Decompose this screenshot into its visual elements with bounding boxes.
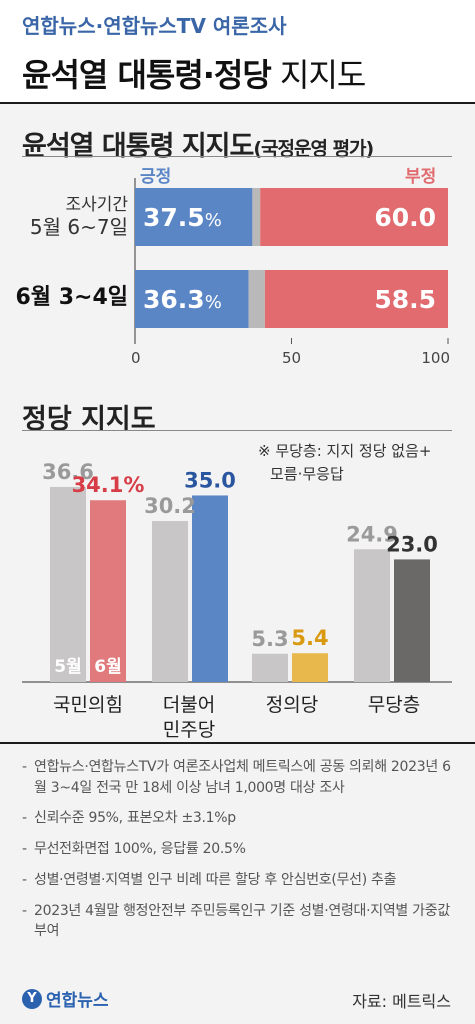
bar-may: [50, 486, 86, 682]
bar-segment: [135, 188, 253, 246]
bar-june: [90, 500, 126, 682]
tick-label: 0: [131, 349, 141, 367]
logo-mark: Y: [22, 988, 42, 1009]
approval-subtitle: (국정운영 평가): [253, 138, 374, 160]
month-label-may: 5월: [54, 657, 81, 677]
note-item: 연합뉴스·연합뉴스TV가 여론조사업체 메트릭스에 공동 의뢰해 2023년 6…: [22, 757, 454, 798]
month-label-june: 6월: [94, 657, 121, 677]
bar-value-label: 37.5%: [143, 203, 222, 232]
may-period: 5월 6~7일: [29, 214, 128, 239]
positive-legend: 긍정: [140, 167, 172, 187]
bar-value-label: 58.5: [374, 285, 436, 314]
section2-divider: [22, 430, 452, 431]
bar-may: [354, 549, 390, 682]
bar-june: [394, 559, 430, 682]
note-line-1: ※ 무당층: 지지 정당 없음+: [258, 442, 432, 460]
logo-text: 연합뉴스: [46, 991, 109, 1011]
survey-period-caption: 조사기간: [65, 195, 128, 215]
party-label-justice: 정의당: [265, 694, 319, 716]
bar-may: [152, 521, 188, 682]
bar-segment: [264, 270, 448, 328]
bar-june: [292, 653, 328, 682]
methodology-notes: 연합뉴스·연합뉴스TV가 여론조사업체 메트릭스에 공동 의뢰해 2023년 6…: [22, 757, 454, 952]
party-label-independent: 무당층: [367, 694, 421, 716]
party-label-ppp: 국민의힘: [53, 694, 123, 716]
yonhap-logo: Y 연합뉴스: [22, 986, 109, 1011]
row-label-may: 조사기간 5월 6~7일: [0, 195, 128, 239]
bar-segment: [252, 188, 261, 246]
note-item: 2023년 4월말 행정안전부 주민등록인구 기준 성별·연령대·지역별 가중값…: [22, 901, 454, 942]
row-label-june: 6월 3~4일: [15, 285, 129, 310]
approval-bar-chart: 37.5% 60.0 36.3% 58.5 0 50 100: [131, 178, 450, 367]
note-line-2: 모름·무응답: [270, 465, 344, 484]
tick-label: 50: [282, 349, 301, 367]
approval-title-text: 윤석열 대통령 지지도: [22, 131, 254, 162]
header-band: [0, 0, 475, 102]
value-label-june: 23.0: [386, 532, 438, 556]
header-divider: [0, 102, 475, 104]
note-item: 무선전화면접 100%, 응답률 20.5%: [22, 839, 454, 860]
party-label-dp-text: 더불어 민주당: [162, 694, 216, 741]
value-label-may: 36.6: [42, 460, 94, 484]
source-line: 연합뉴스·연합뉴스TV 여론조사: [22, 14, 287, 38]
party-section-title: 정당 지지도: [22, 404, 156, 435]
value-label-may: 24.9: [346, 522, 398, 546]
value-label-june: 5.4: [291, 626, 328, 650]
bar-may: [252, 653, 288, 682]
data-credit: 자료: 메트릭스: [352, 992, 451, 1011]
value-label-may: 30.2: [144, 494, 196, 518]
value-label-june: 35.0: [184, 468, 236, 492]
bar-segment: [260, 188, 448, 246]
bar-value-label: 36.3%: [143, 285, 222, 314]
bar-segment: [135, 270, 249, 328]
party-label-dp: 더불어 민주당: [135, 693, 243, 742]
note-item: 신뢰수준 95%, 표본오차 ±3.1%p: [22, 808, 454, 829]
bar-segment: [248, 270, 265, 328]
bar-value-label: 60.0: [374, 203, 436, 232]
independent-note: ※ 무당층: 지지 정당 없음+ 모름·무응답: [258, 440, 468, 487]
note-item: 성별·연령별·지역별 인구 비례 따른 할당 후 안심번호(무선) 추출: [22, 870, 454, 891]
headline-bold: 윤석열 대통령·정당: [22, 56, 272, 94]
bar-june: [192, 495, 228, 682]
headline-light: 지지도: [270, 56, 366, 94]
approval-section-title: 윤석열 대통령 지지도(국정운영 평가): [22, 124, 374, 163]
value-label-may: 5.3: [251, 627, 288, 651]
negative-legend: 부정: [405, 167, 437, 187]
section1-divider: [22, 156, 452, 157]
headline: 윤석열 대통령·정당 지지도: [22, 50, 366, 96]
value-label-june: 34.1%: [72, 473, 145, 497]
tick-label: 100: [421, 349, 450, 367]
party-bar-chart: 36.634.1% 5월 6월 30.235.0 5.3 5.4 24.923.0: [22, 460, 452, 683]
notes-divider: [0, 742, 475, 744]
